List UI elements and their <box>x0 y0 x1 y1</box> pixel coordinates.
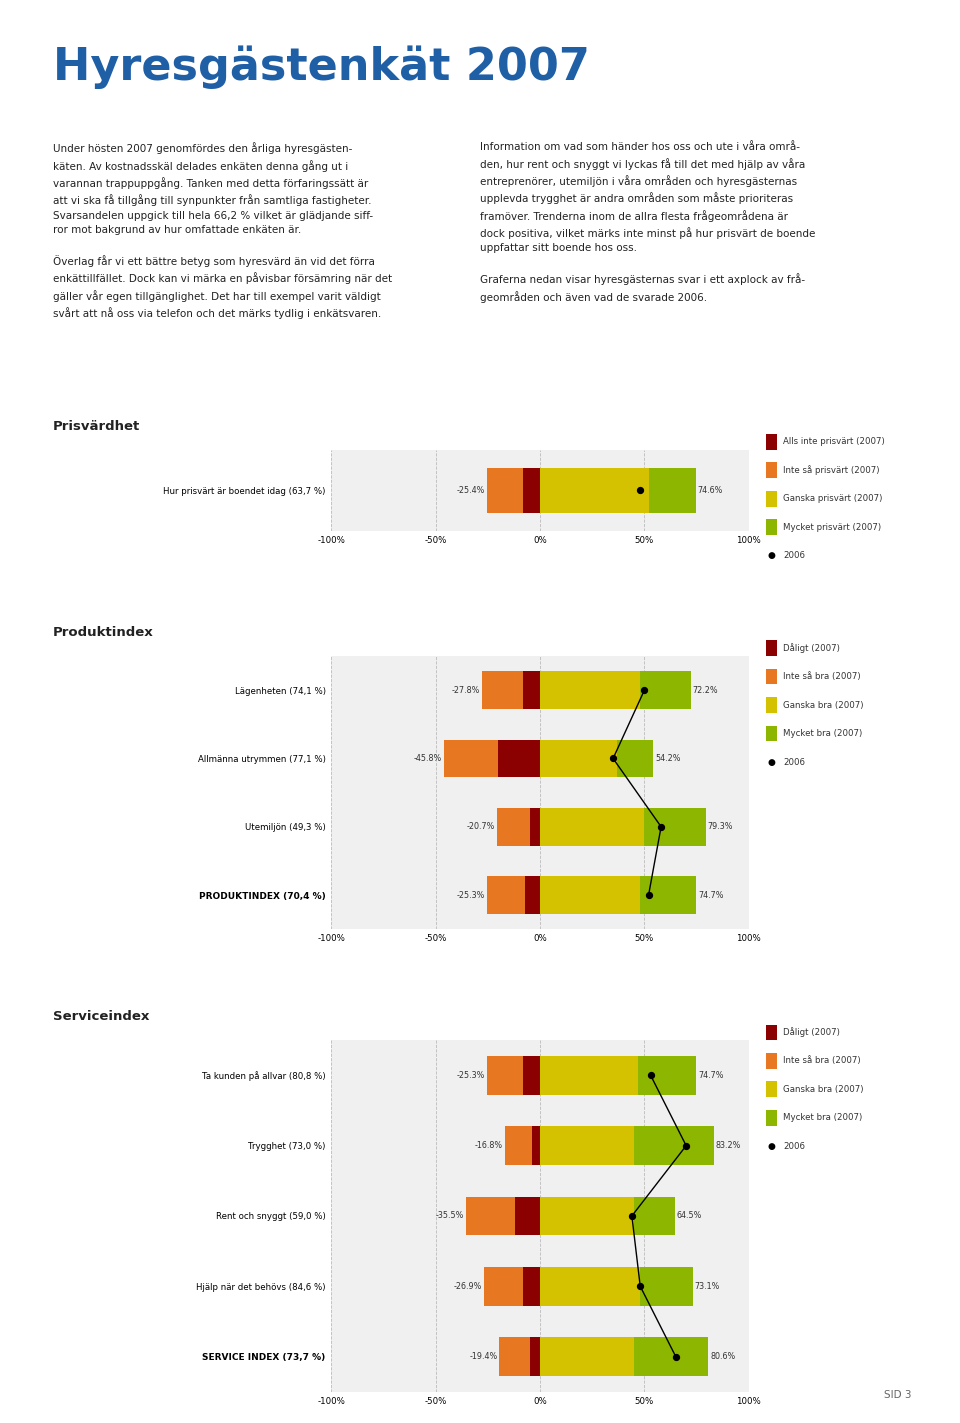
Bar <box>540 877 640 914</box>
Text: 54.2%: 54.2% <box>656 754 681 763</box>
Text: 74.6%: 74.6% <box>698 485 723 495</box>
Bar <box>487 468 523 512</box>
Bar <box>540 1338 634 1376</box>
Bar <box>484 1266 523 1305</box>
Text: Ganska bra (2007): Ganska bra (2007) <box>783 1084 864 1094</box>
Bar <box>540 1127 634 1165</box>
Text: 73.1%: 73.1% <box>695 1282 720 1291</box>
Text: Inte så prisvärt (2007): Inte så prisvärt (2007) <box>783 465 880 475</box>
Text: -45.8%: -45.8% <box>414 754 443 763</box>
Bar <box>525 877 540 914</box>
Text: Alls inte prisvärt (2007): Alls inte prisvärt (2007) <box>783 437 885 447</box>
Bar <box>634 1127 713 1165</box>
Text: 2006: 2006 <box>783 1141 805 1151</box>
Text: ●: ● <box>767 757 776 767</box>
Bar <box>649 468 696 512</box>
Bar <box>540 468 649 512</box>
Point <box>679 1134 694 1157</box>
Bar <box>496 808 530 845</box>
Bar <box>540 1056 638 1094</box>
Text: Information om vad som händer hos oss och ute i våra områ-
den, hur rent och sny: Information om vad som händer hos oss oc… <box>480 142 815 303</box>
Text: -25.3%: -25.3% <box>457 891 485 899</box>
Text: -35.5%: -35.5% <box>436 1211 464 1221</box>
Bar <box>638 1056 696 1094</box>
Bar <box>499 1338 530 1376</box>
Bar <box>523 672 540 709</box>
Bar <box>617 740 653 777</box>
Point <box>668 1345 684 1368</box>
Bar <box>505 1127 532 1165</box>
Bar <box>487 877 525 914</box>
Text: -25.3%: -25.3% <box>457 1072 485 1080</box>
Text: Inte så bra (2007): Inte så bra (2007) <box>783 672 861 682</box>
Point <box>636 679 652 702</box>
Text: Produktindex: Produktindex <box>53 626 154 639</box>
Point <box>606 747 621 770</box>
Bar <box>482 672 523 709</box>
Bar <box>487 1056 523 1094</box>
Text: -26.9%: -26.9% <box>453 1282 482 1291</box>
Text: Under hösten 2007 genomfördes den årliga hyresgästen-
käten. Av kostnadsskäl del: Under hösten 2007 genomfördes den årliga… <box>53 142 392 319</box>
Text: 2006: 2006 <box>783 551 805 561</box>
Text: Ganska prisvärt (2007): Ganska prisvärt (2007) <box>783 494 883 504</box>
Text: 80.6%: 80.6% <box>710 1352 735 1360</box>
Text: 83.2%: 83.2% <box>716 1141 741 1150</box>
Bar <box>634 1338 708 1376</box>
Bar <box>644 808 706 845</box>
Bar <box>530 808 540 845</box>
Bar <box>640 672 691 709</box>
Point <box>624 1204 639 1227</box>
Text: -27.8%: -27.8% <box>451 686 480 694</box>
Text: Hyresgästenkät 2007: Hyresgästenkät 2007 <box>53 46 589 90</box>
Text: Dåligt (2007): Dåligt (2007) <box>783 643 840 653</box>
Bar <box>540 740 617 777</box>
Text: Mycket bra (2007): Mycket bra (2007) <box>783 729 863 739</box>
Bar <box>523 1266 540 1305</box>
Bar <box>634 1197 675 1235</box>
Point <box>643 1064 659 1087</box>
Text: Dåligt (2007): Dåligt (2007) <box>783 1027 840 1037</box>
Bar <box>540 672 640 709</box>
Bar <box>498 740 540 777</box>
Text: 74.7%: 74.7% <box>698 891 724 899</box>
Text: -20.7%: -20.7% <box>467 822 494 831</box>
Bar <box>523 1056 540 1094</box>
Text: -16.8%: -16.8% <box>474 1141 503 1150</box>
Text: Serviceindex: Serviceindex <box>53 1010 149 1023</box>
Text: ●: ● <box>767 1141 776 1151</box>
Text: 64.5%: 64.5% <box>677 1211 702 1221</box>
Point <box>633 1275 648 1298</box>
Text: 2006: 2006 <box>783 757 805 767</box>
Bar <box>530 1338 540 1376</box>
Bar <box>540 808 644 845</box>
Text: ●: ● <box>767 551 776 561</box>
Bar <box>540 1197 634 1235</box>
Text: 74.7%: 74.7% <box>698 1072 724 1080</box>
Text: Mycket prisvärt (2007): Mycket prisvärt (2007) <box>783 522 881 532</box>
Bar <box>640 877 696 914</box>
Text: Mycket bra (2007): Mycket bra (2007) <box>783 1113 863 1123</box>
Text: Ganska bra (2007): Ganska bra (2007) <box>783 700 864 710</box>
Text: Inte så bra (2007): Inte så bra (2007) <box>783 1056 861 1066</box>
Text: -19.4%: -19.4% <box>469 1352 497 1360</box>
Point <box>654 815 669 838</box>
Text: 72.2%: 72.2% <box>693 686 718 694</box>
Bar <box>540 1266 640 1305</box>
Text: Prisvärdhet: Prisvärdhet <box>53 420 140 433</box>
Bar <box>444 740 498 777</box>
Bar <box>466 1197 515 1235</box>
Bar <box>532 1127 540 1165</box>
Text: SID 3: SID 3 <box>884 1390 912 1400</box>
Point <box>641 884 657 906</box>
Bar <box>515 1197 540 1235</box>
Text: 79.3%: 79.3% <box>708 822 733 831</box>
Bar <box>523 468 540 512</box>
Bar <box>640 1266 692 1305</box>
Point <box>633 478 648 501</box>
Text: -25.4%: -25.4% <box>457 485 485 495</box>
